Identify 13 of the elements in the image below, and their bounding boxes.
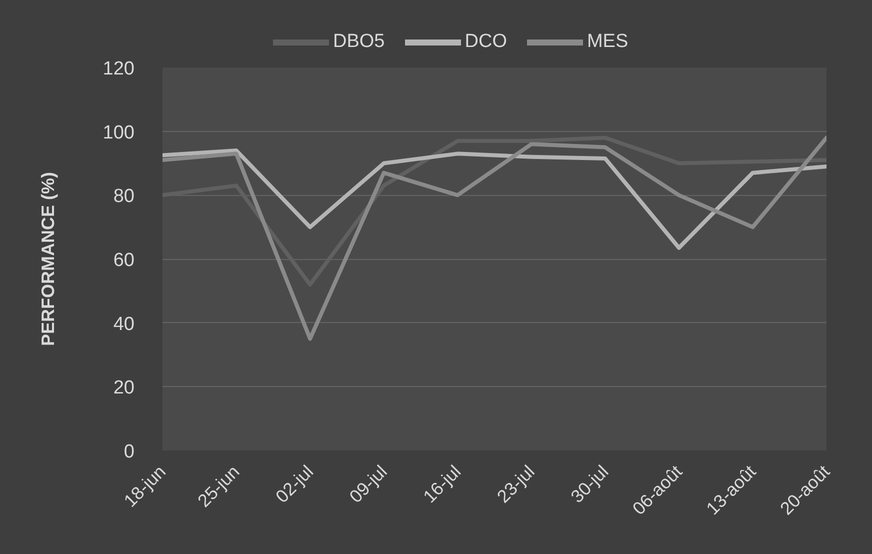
legend-label: DCO [464,31,507,53]
legend-label: DBO5 [333,31,385,53]
line-series [162,148,826,250]
y-axis-title: PERFORMANCE (%) [38,172,58,346]
y-tick-label: 40 [113,314,135,335]
y-tick-label: 0 [124,442,135,462]
y-tick-label: 80 [113,186,135,208]
y-tick-label: 20 [113,378,135,399]
legend-label: MES [586,31,628,53]
y-tick-label: 120 [102,58,134,80]
y-tick-label: 100 [102,122,134,144]
y-tick-label: 60 [113,250,135,271]
line-series [162,136,826,341]
